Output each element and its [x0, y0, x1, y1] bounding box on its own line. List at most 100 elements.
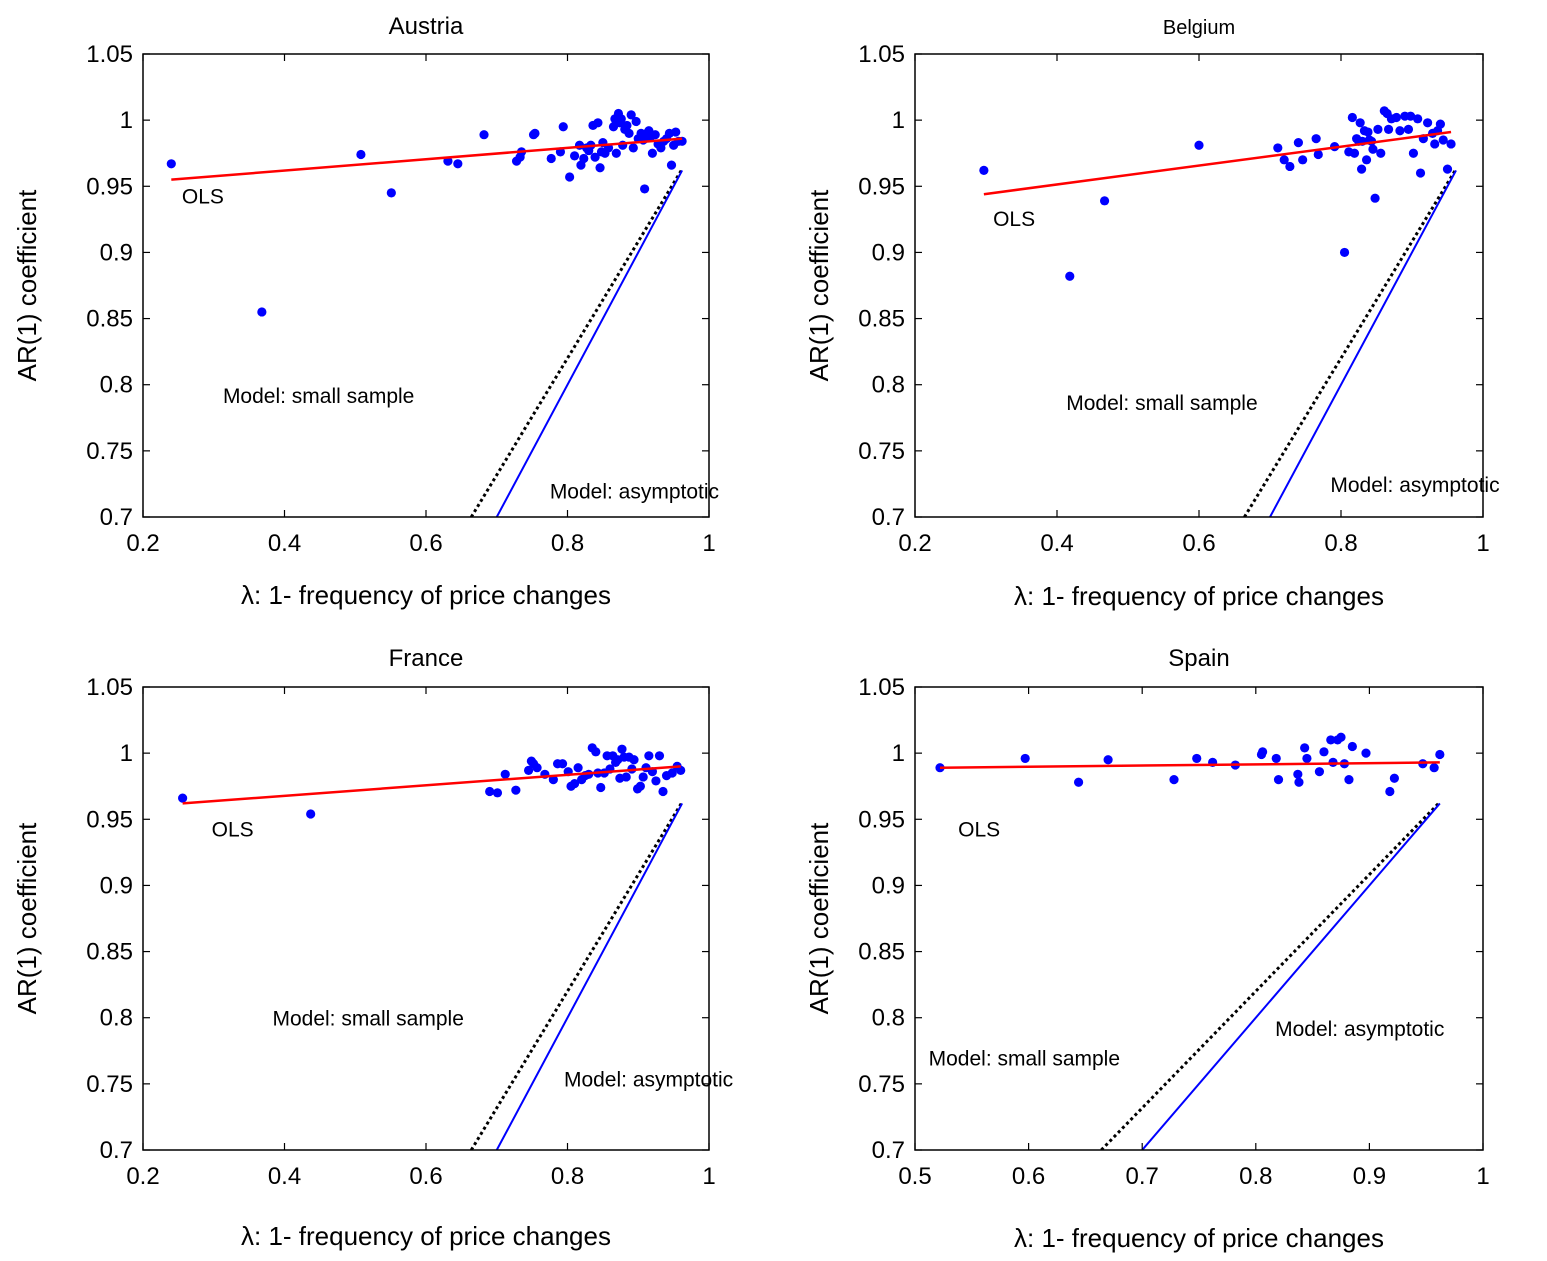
y-tick-label: 0.85: [858, 939, 905, 966]
data-point: [1435, 749, 1445, 760]
data-point: [1408, 148, 1419, 158]
x-axis-label: λ: 1- frequency of price changes: [241, 1221, 611, 1251]
data-point: [532, 763, 542, 773]
data-point: [306, 809, 316, 819]
annotation-label: OLS: [993, 208, 1035, 231]
data-point: [1395, 126, 1405, 136]
y-tick-label: 0.75: [858, 1071, 905, 1098]
data-point: [671, 127, 681, 137]
data-point: [1285, 161, 1295, 172]
x-tick-label: 0.8: [551, 530, 584, 557]
y-tick-label: 0.9: [872, 872, 905, 899]
data-point: [595, 163, 605, 173]
asymptotic-model-line: [495, 802, 683, 1150]
data-point: [530, 128, 540, 138]
data-point: [492, 788, 503, 798]
data-point: [591, 747, 601, 757]
data-point: [1389, 773, 1399, 783]
data-point: [1293, 138, 1303, 148]
x-tick-label: 0.2: [126, 530, 159, 557]
plot-area: [166, 108, 687, 517]
data-point: [650, 130, 660, 140]
asymptotic-model-line: [495, 169, 683, 517]
y-tick-label: 0.8: [872, 372, 905, 399]
x-tick-label: 0.5: [898, 1163, 931, 1190]
data-point: [1298, 155, 1308, 165]
data-point: [644, 751, 654, 761]
small-sample-model-line: [1100, 801, 1441, 1150]
data-point: [1273, 143, 1283, 153]
data-point: [178, 793, 188, 803]
data-point: [635, 781, 645, 791]
data-point: [1169, 775, 1179, 785]
x-tick-label: 0.6: [409, 530, 442, 557]
data-point: [979, 165, 989, 176]
data-point: [1271, 753, 1281, 764]
data-point: [1403, 124, 1414, 135]
asymptotic-model-line: [1269, 169, 1457, 517]
y-tick-label: 0.95: [86, 806, 133, 833]
ols-line: [939, 761, 1440, 769]
y-tick-label: 0.85: [86, 939, 133, 966]
data-point: [666, 160, 677, 170]
y-tick-label: 0.9: [872, 239, 905, 266]
x-tick-label: 0.2: [898, 530, 931, 557]
data-point: [611, 148, 621, 158]
data-point: [1336, 732, 1346, 742]
y-tick-label: 0.85: [86, 306, 133, 333]
x-tick-label: 0.8: [1239, 1163, 1272, 1190]
x-axis-label: λ: 1- frequency of price changes: [241, 580, 611, 610]
data-point: [1339, 247, 1350, 258]
annotation-label: Model: small sample: [223, 385, 414, 408]
data-point: [654, 751, 665, 761]
asymptotic-model-line: [1141, 802, 1441, 1150]
ols-line: [182, 765, 681, 805]
data-point: [1349, 148, 1360, 158]
data-point: [1194, 140, 1204, 150]
data-point: [1302, 753, 1312, 764]
y-tick-label: 0.7: [872, 1137, 905, 1164]
data-point: [647, 148, 658, 158]
data-point: [386, 188, 396, 198]
small-sample-model-line: [469, 801, 684, 1150]
y-axis-label: AR(1) coefficient: [12, 822, 42, 1014]
data-point: [1383, 124, 1394, 135]
y-tick-label: 0.9: [100, 239, 133, 266]
plot-area: [979, 106, 1458, 517]
data-point: [1293, 769, 1303, 779]
data-point: [569, 778, 580, 789]
x-axis-label: λ: 1- frequency of price changes: [1014, 581, 1384, 611]
data-point: [485, 786, 495, 797]
data-point: [593, 118, 603, 128]
y-tick-label: 0.75: [86, 1071, 133, 1098]
data-point: [1294, 777, 1304, 787]
annotation-label: OLS: [212, 818, 254, 841]
plot-area: [178, 743, 686, 1150]
data-point: [1073, 777, 1084, 787]
x-axis-label: λ: 1- frequency of price changes: [1014, 1223, 1384, 1253]
data-point: [590, 152, 600, 162]
y-tick-label: 0.7: [100, 1137, 133, 1164]
y-tick-label: 0.9: [100, 872, 133, 899]
data-point: [1356, 164, 1367, 174]
data-point: [557, 759, 568, 769]
axes-frame: [914, 53, 1484, 518]
data-point: [565, 172, 575, 182]
data-point: [1311, 134, 1321, 144]
data-point: [1361, 155, 1372, 165]
data-point: [622, 120, 632, 131]
data-point: [1273, 775, 1284, 785]
data-point: [1065, 271, 1075, 281]
data-point: [479, 130, 489, 140]
data-point: [579, 153, 589, 164]
y-tick-label: 0.8: [100, 372, 133, 399]
data-point: [1258, 747, 1268, 757]
x-tick-label: 0.7: [1126, 1163, 1159, 1190]
data-point: [676, 765, 686, 775]
data-point: [523, 765, 534, 775]
data-point: [500, 769, 510, 779]
y-axis-label: AR(1) coefficient: [804, 189, 834, 381]
annotation-label: Model: small sample: [929, 1047, 1120, 1070]
data-point: [1319, 747, 1329, 757]
